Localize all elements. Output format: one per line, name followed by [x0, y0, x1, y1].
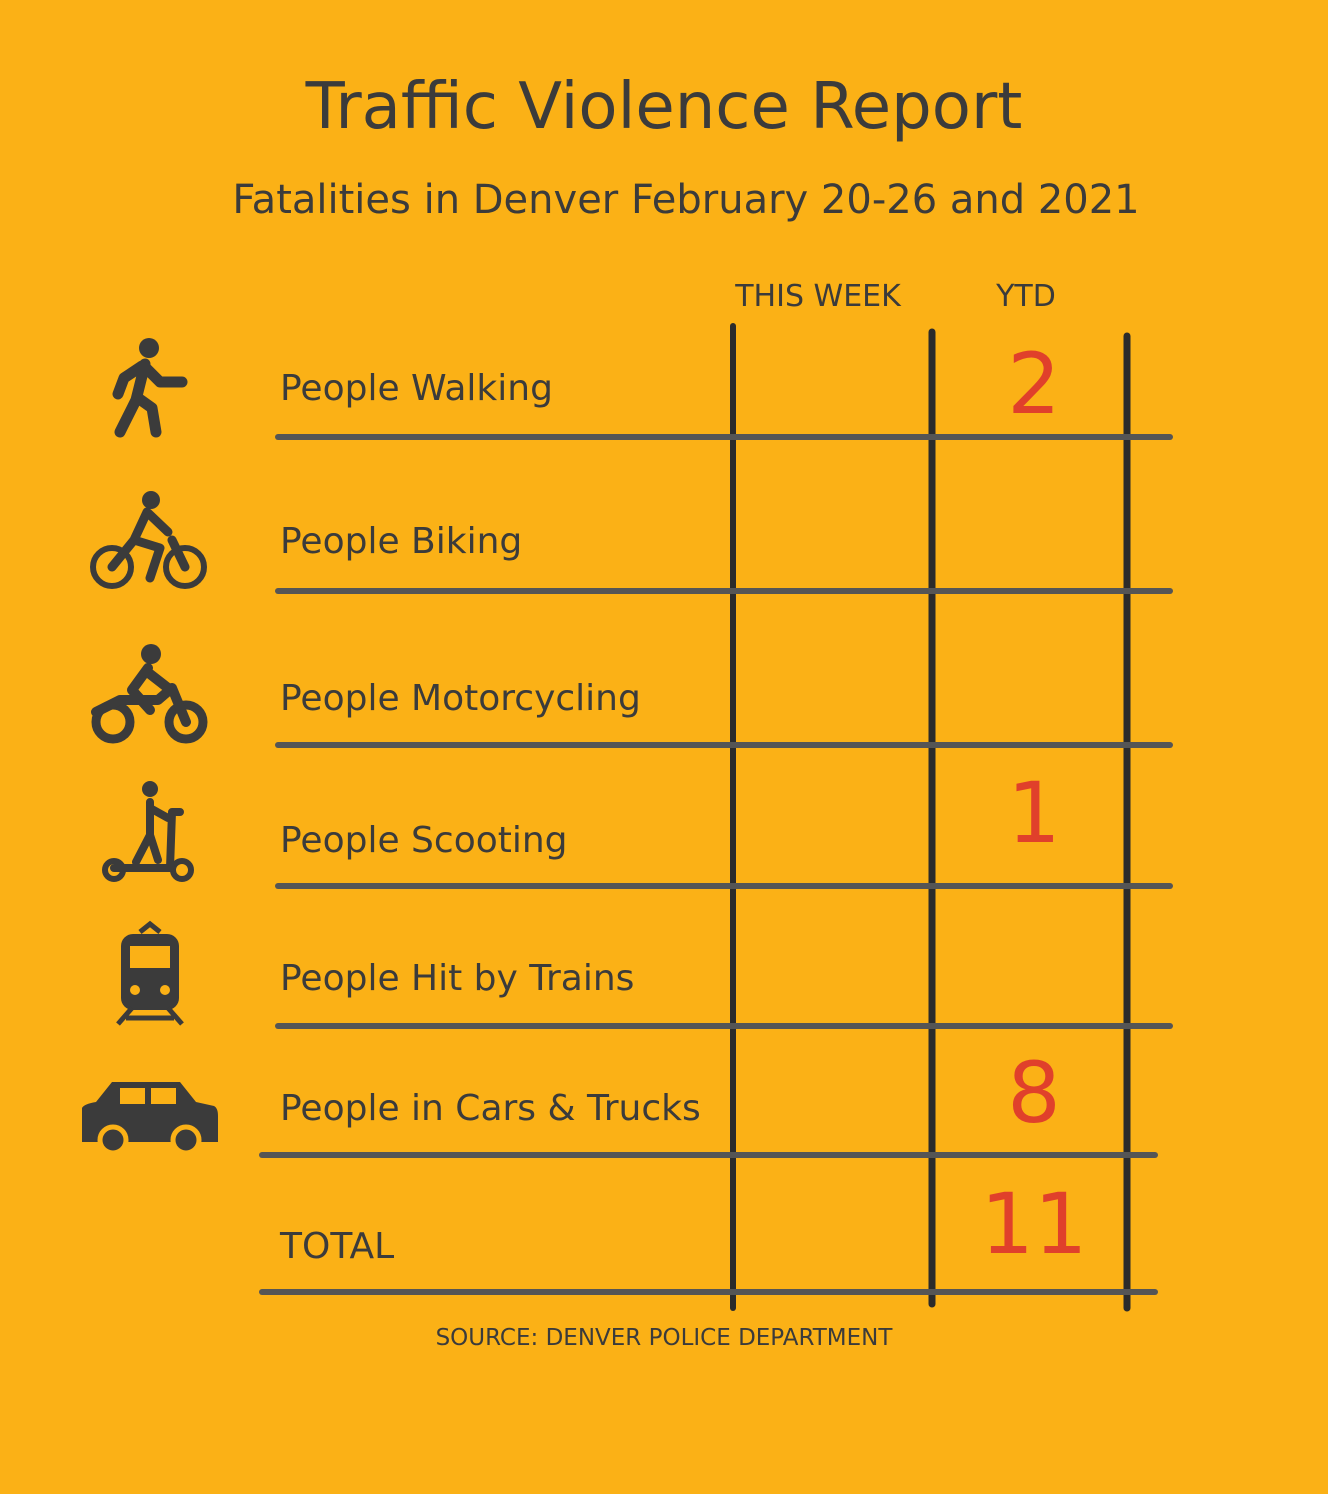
row-label: People Motorcycling	[280, 678, 641, 719]
biking-icon	[90, 491, 207, 589]
motorcycling-icon	[91, 644, 208, 744]
column-header: THIS WEEK	[734, 279, 902, 314]
ytd-value: 8	[1007, 1044, 1060, 1142]
row-label: People Hit by Trains	[280, 958, 634, 999]
train-icon	[116, 920, 184, 1026]
ytd-value: 1	[1007, 764, 1060, 862]
ytd-value: 11	[981, 1175, 1088, 1273]
row-label: People Walking	[280, 368, 553, 409]
column-lines	[730, 323, 1131, 1312]
source: SOURCE: DENVER POLICE DEPARTMENT	[436, 1325, 894, 1351]
subtitle: Fatalities in Denver February 20-26 and …	[232, 177, 1139, 223]
row-label: People in Cars & Trucks	[280, 1088, 701, 1129]
scooting-icon	[102, 781, 194, 882]
row-label: TOTAL	[279, 1226, 394, 1267]
row-label: People Biking	[280, 521, 522, 562]
ytd-value: 2	[1007, 335, 1060, 433]
car-icon	[82, 1082, 218, 1156]
title: Traffic Violence Report	[305, 70, 1023, 144]
row-label: People Scooting	[280, 820, 568, 861]
walking-icon	[112, 338, 188, 438]
column-header: YTD	[995, 279, 1056, 314]
